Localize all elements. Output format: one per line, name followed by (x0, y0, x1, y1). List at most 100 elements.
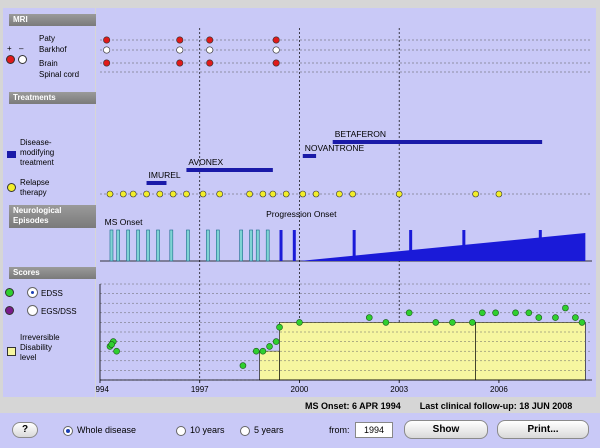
footer-info: MS Onset: 6 APR 1994 Last clinical follo… (305, 401, 572, 411)
ten-years-radio-circle[interactable] (176, 425, 186, 436)
relapse-episode-bar (186, 229, 190, 262)
treatment-label: BETAFERON (335, 129, 386, 139)
egs-label: EGS/DSS (41, 307, 77, 316)
relapse-therapy-dot (156, 190, 164, 198)
edss-point (405, 309, 413, 317)
edss-point (449, 319, 456, 326)
relapse-episode-bar (216, 229, 220, 262)
relapse-label-line1: Relapse (20, 178, 50, 187)
mri-spinal-label: Spinal cord (39, 70, 80, 79)
mri-plus-sign: + (7, 44, 12, 53)
relapse-therapy-dot (246, 190, 253, 198)
relapse-episode-bar (249, 229, 253, 262)
relapse-therapy-dot (395, 190, 403, 198)
edss-point (432, 319, 440, 326)
relapse-episode-bar (156, 229, 160, 262)
relapse-therapy-dot (143, 190, 150, 198)
edss-point (365, 314, 373, 321)
ten-years-radio[interactable]: 10 years (176, 424, 225, 436)
edss-point (259, 347, 267, 355)
scores-section-header: Scores (9, 267, 97, 279)
treatment-label: AVONEX (188, 157, 223, 167)
mri-paty-label: Paty (39, 34, 56, 43)
relapse-episode-bar (538, 230, 542, 261)
edss-legend-icon (5, 288, 14, 297)
show-button[interactable]: Show (404, 420, 488, 439)
egs-radio[interactable] (27, 305, 38, 316)
relapse-therapy-dot (349, 190, 356, 198)
relapse-therapy-dot (472, 190, 479, 198)
edss-radio[interactable] (27, 287, 38, 298)
edss-point (535, 314, 543, 321)
annotation-label: Progression Onset (266, 209, 337, 219)
relapse-therapy-legend-icon (7, 183, 16, 192)
edss-point (578, 319, 586, 326)
mri-negative-icon (18, 55, 27, 64)
relapse-therapy-dot (119, 190, 127, 198)
relapse-episode-bar (462, 230, 466, 261)
relapse-episode-bar (169, 229, 174, 262)
treatment-label: NOVANTRONE (305, 143, 365, 153)
relapse-therapy-dot (282, 190, 290, 198)
timeline-plot: IMUREL AVONEX NOVANTRONE BETAFERON MS Onset P… (85, 8, 596, 397)
whole-disease-radio[interactable]: Whole disease (63, 424, 136, 436)
edss-point (572, 314, 579, 321)
relapse-therapy-dot (259, 190, 267, 198)
five-years-radio-circle[interactable] (240, 425, 250, 436)
mri-section-header: MRI (9, 14, 97, 26)
relapse-therapy-dot (199, 190, 207, 198)
whole-disease-label: Whole disease (77, 425, 137, 435)
from-year-input[interactable]: 1994 (355, 422, 393, 438)
progression-ramp (299, 233, 586, 261)
relapse-therapy-dot (269, 190, 277, 198)
relapse-episode-bar (279, 230, 283, 261)
egs-legend-icon (5, 306, 14, 315)
relapse-episode-bar (116, 229, 120, 262)
treatment-label: IMUREL (149, 170, 181, 180)
relapse-episode-bar (255, 229, 260, 262)
print-button[interactable]: Print... (497, 420, 589, 439)
mri-paty-dot (272, 36, 280, 44)
relapse-episode-bar (292, 230, 296, 261)
mri-barkhof-dot (176, 46, 184, 54)
mri-barkhof-dot (103, 46, 111, 54)
dmt-legend-icon (7, 151, 16, 158)
relapse-therapy-dot (169, 190, 177, 198)
relapse-therapy-dot (106, 190, 114, 198)
relapse-episode-bar (146, 229, 150, 262)
five-years-radio[interactable]: 5 years (240, 424, 284, 436)
treatment-bar (146, 181, 167, 185)
mri-brain-dot (103, 59, 111, 67)
relapse-label-line2: therapy (20, 188, 47, 197)
x-tick-label: 1997 (191, 385, 209, 394)
relapse-therapy-dot (299, 190, 307, 198)
relapse-episode-bar (409, 230, 413, 261)
relapse-episode-bar (136, 229, 140, 262)
mri-paty-dot (103, 36, 111, 44)
relapse-therapy-dot (183, 190, 190, 198)
from-label: from: (329, 425, 350, 435)
x-tick-label: 2000 (291, 385, 309, 394)
relapse-therapy-dot (495, 190, 503, 198)
help-button[interactable]: ? (12, 422, 38, 438)
bottom-toolbar: ? Whole disease 10 years 5 years from: 1… (0, 413, 600, 448)
edss-label: EDSS (41, 289, 63, 298)
irreversible-label-line1: Irreversible (20, 333, 60, 342)
relapse-episode-bar (239, 229, 243, 262)
edss-point (469, 319, 476, 326)
relapse-episode-bar (126, 229, 130, 262)
dmt-label-line3: treatment (20, 158, 54, 167)
timeline-chart-svg: IMUREL AVONEX NOVANTRONE BETAFERON MS Onset P… (85, 28, 592, 394)
treatment-bar (302, 154, 317, 158)
x-tick-label: 2006 (490, 385, 508, 394)
irreversible-label-line2: Disability (20, 343, 53, 352)
edss-point (478, 309, 486, 317)
relapse-therapy-dot (129, 190, 137, 198)
whole-disease-radio-circle[interactable] (63, 425, 73, 436)
relapse-therapy-dot (336, 190, 343, 198)
edss-point (252, 347, 260, 355)
edss-point (272, 338, 280, 345)
edss-point (512, 309, 519, 317)
edss-point (525, 309, 533, 317)
